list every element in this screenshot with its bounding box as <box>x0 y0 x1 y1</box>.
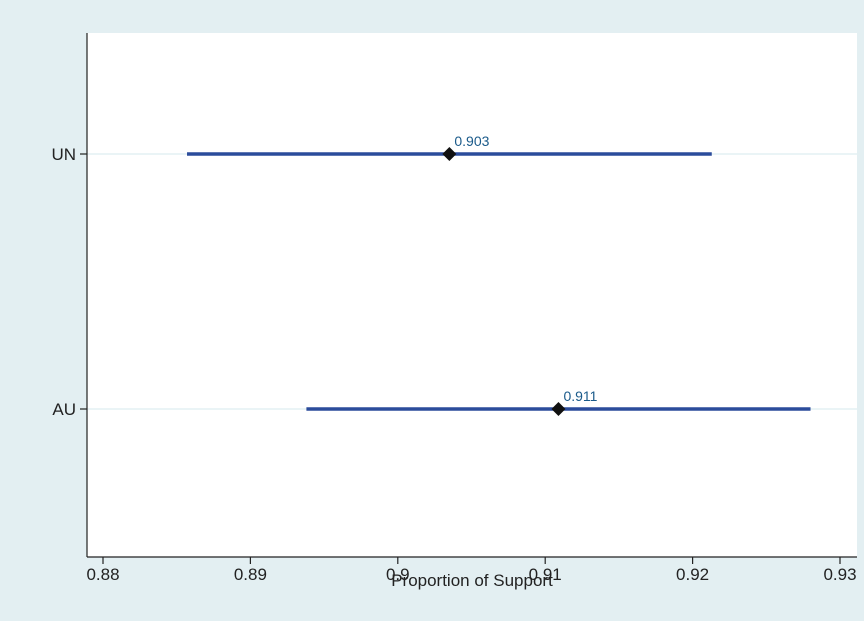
x-tick-label: 0.91 <box>529 565 562 584</box>
x-tick-label: 0.89 <box>234 565 267 584</box>
x-tick-label: 0.93 <box>823 565 856 584</box>
x-tick-label: 0.88 <box>86 565 119 584</box>
y-tick-label: AU <box>52 400 76 419</box>
plot-area <box>87 33 857 557</box>
marker-layer: 0.903 0.911 <box>442 133 598 416</box>
x-tick-label: 0.92 <box>676 565 709 584</box>
y-tick-label: UN <box>51 145 76 164</box>
estimate-marker <box>442 147 457 161</box>
y-tick-layer: UN AU <box>51 145 87 419</box>
value-label: 0.911 <box>563 388 597 404</box>
x-tick-layer: 0.88 0.89 0.9 0.91 0.92 0.93 <box>86 557 857 584</box>
value-label: 0.903 <box>454 133 489 149</box>
estimate-marker <box>551 402 566 416</box>
x-tick-label: 0.9 <box>386 565 410 584</box>
x-axis-label: Proportion of Support <box>391 571 553 590</box>
